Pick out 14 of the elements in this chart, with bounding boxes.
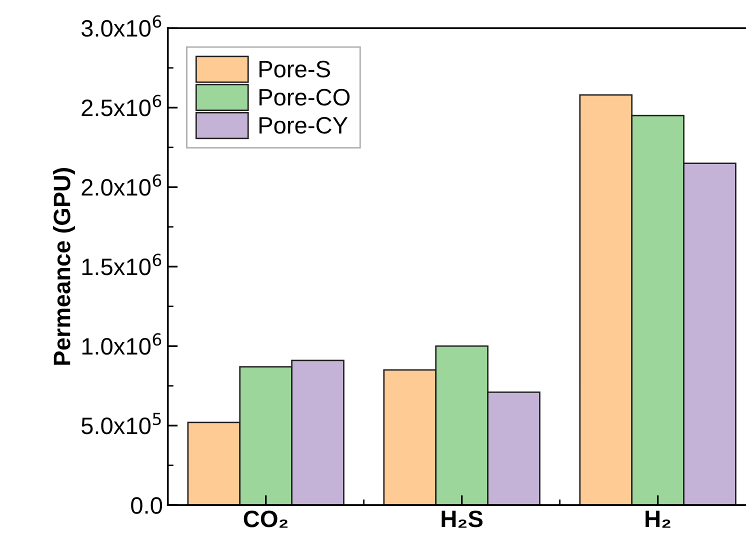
y-tick-label: 2.5x10$^{6}$ [82, 94, 162, 116]
legend-label: Pore-CY [260, 116, 348, 134]
x-tick-label: H₂S [442, 510, 483, 528]
legend-label: Pore-CO [260, 88, 350, 106]
x-tick-label: CO₂ [244, 510, 288, 528]
legend-label: Pore-S [260, 60, 330, 78]
y-tick-label: 1.0x10$^{6}$ [82, 333, 162, 355]
y-tick-label: 2.0x10$^{6}$ [82, 174, 162, 196]
y-tick-label: 5.0x10$^{5}$ [82, 412, 161, 434]
y-tick-label: 0.0 [131, 497, 162, 514]
y-axis-title: Permeance (GPU) [53, 168, 76, 365]
x-tick-label: H₂ [646, 510, 670, 528]
y-tick-label: 3.0x10$^{6}$ [81, 15, 162, 37]
y-tick-label: 1.5x10$^{6}$ [82, 254, 162, 276]
